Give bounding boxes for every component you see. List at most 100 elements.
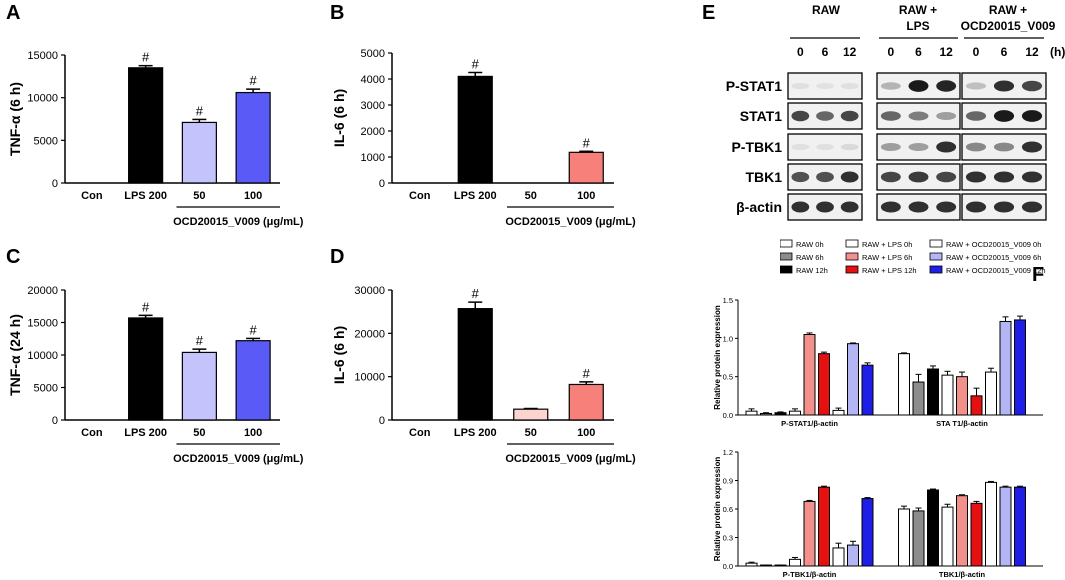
bar: [970, 502, 983, 567]
significance-mark: #: [196, 103, 204, 118]
time-label: 6: [1001, 45, 1008, 59]
bar: [898, 508, 910, 567]
blot-band: [1021, 141, 1043, 153]
legend-label: RAW 12h: [796, 266, 828, 275]
bar: [745, 562, 758, 567]
y-tick-label: 0.9: [723, 477, 733, 486]
bar: [803, 334, 816, 416]
legend-label: RAW 6h: [796, 253, 824, 262]
bar: [1014, 319, 1026, 416]
blot-band: [993, 80, 1015, 92]
blot-band: [816, 143, 834, 151]
blot-band: [880, 111, 901, 121]
western-blot-panel: RAW RAW + LPS RAW + OCD20015_V009 0 6 12 0 6 12…: [700, 0, 1065, 230]
legend-label: RAW + LPS 12h: [862, 266, 917, 275]
y-tick-label: 5000: [361, 48, 385, 60]
significance-mark: #: [583, 135, 591, 150]
bar: [861, 364, 874, 416]
y-tick-label: 15000: [27, 318, 58, 330]
bar: [745, 410, 758, 416]
blot-band: [908, 142, 929, 152]
bar-50: [181, 121, 217, 184]
bar: [818, 486, 830, 567]
bar: [789, 410, 801, 416]
y-tick-label: 3000: [361, 100, 385, 112]
time-label: 0: [887, 45, 894, 59]
legend-label: RAW + OCD20015_V009 0h: [946, 240, 1041, 249]
blot-band: [816, 82, 834, 90]
blot-band: [840, 82, 859, 90]
y-axis-label: IL-6 (6 h): [331, 326, 347, 384]
legend-label: RAW + OCD20015_V009 12h: [946, 266, 1046, 275]
x-tick-label: 50: [525, 427, 537, 439]
significance-mark: #: [250, 322, 258, 337]
blot-band: [880, 201, 901, 213]
x-group-label: STA T1/β-actin: [936, 419, 988, 428]
bar-100: [235, 91, 271, 184]
blot-band: [936, 111, 957, 121]
blot-band: [791, 201, 810, 213]
bar: [912, 381, 925, 416]
y-tick-label: 5000: [34, 135, 58, 147]
y-tick-label: 1000: [361, 152, 385, 164]
blot-band: [908, 111, 929, 121]
blot-band: [791, 82, 810, 90]
legend-swatch: [780, 252, 793, 261]
significance-mark: #: [250, 73, 258, 88]
time-label: 6: [822, 45, 829, 59]
blot-row-label: P-TBK1: [731, 139, 782, 155]
legend-swatch: [780, 265, 793, 274]
group-label: OCD20015_V009 (μg/mL): [173, 453, 304, 465]
bar: [760, 564, 772, 567]
bar-lps-200: [457, 308, 493, 421]
y-tick-label: 20000: [27, 285, 58, 297]
x-tick-label: 50: [525, 190, 537, 202]
y-tick-label: 1.5: [723, 296, 733, 305]
blot-band: [908, 171, 929, 183]
bar: [898, 353, 910, 416]
legend-label: RAW + OCD20015_V009 6h: [946, 253, 1041, 262]
y-tick-label: 0.0: [723, 562, 733, 571]
bar: [999, 486, 1012, 567]
chart-a-tnf-6h: 0 5000 10000 15000 TNF-α (6 h) Con # LPS 200 #50…: [7, 50, 304, 228]
legend-swatch: [929, 265, 943, 274]
bar: [774, 564, 787, 567]
bar: [847, 343, 859, 416]
x-tick-label: 100: [577, 190, 595, 202]
blot-band: [936, 201, 957, 213]
bar: [956, 376, 968, 416]
group-label: OCD20015_V009 (μg/mL): [173, 216, 304, 228]
panel-label-a: A: [6, 2, 21, 24]
bar: [832, 409, 845, 416]
y-axis-label: IL-6 (6 h): [331, 89, 347, 147]
y-tick-label: 15000: [27, 50, 58, 62]
bar: [774, 412, 787, 416]
y-tick-label: 0.6: [723, 505, 733, 514]
bar: [985, 481, 997, 567]
blot-band: [993, 201, 1015, 213]
blot-band: [840, 171, 859, 183]
blot-band: [965, 111, 987, 121]
blot-band: [965, 142, 987, 152]
x-tick-label: LPS 200: [454, 427, 497, 439]
y-tick-label: 10000: [354, 372, 385, 384]
y-tick-label: 10000: [27, 350, 58, 362]
bar-lps-200: [457, 75, 493, 184]
significance-mark: #: [142, 299, 150, 314]
bar: [912, 510, 925, 567]
significance-mark: #: [472, 57, 480, 72]
blot-band: [816, 201, 834, 213]
legend-swatch: [845, 239, 859, 248]
blot-band: [816, 171, 834, 183]
blot-row-label: STAT1: [740, 108, 782, 124]
blot-row-label: P-STAT1: [726, 78, 782, 94]
bar-100: [568, 151, 604, 184]
bar-100: [568, 383, 604, 421]
blot-band: [880, 142, 901, 152]
blot-band: [791, 110, 810, 122]
y-tick-label: 30000: [354, 285, 385, 297]
y-axis-label: Relative protein expression: [713, 305, 722, 410]
bar: [1014, 486, 1026, 567]
